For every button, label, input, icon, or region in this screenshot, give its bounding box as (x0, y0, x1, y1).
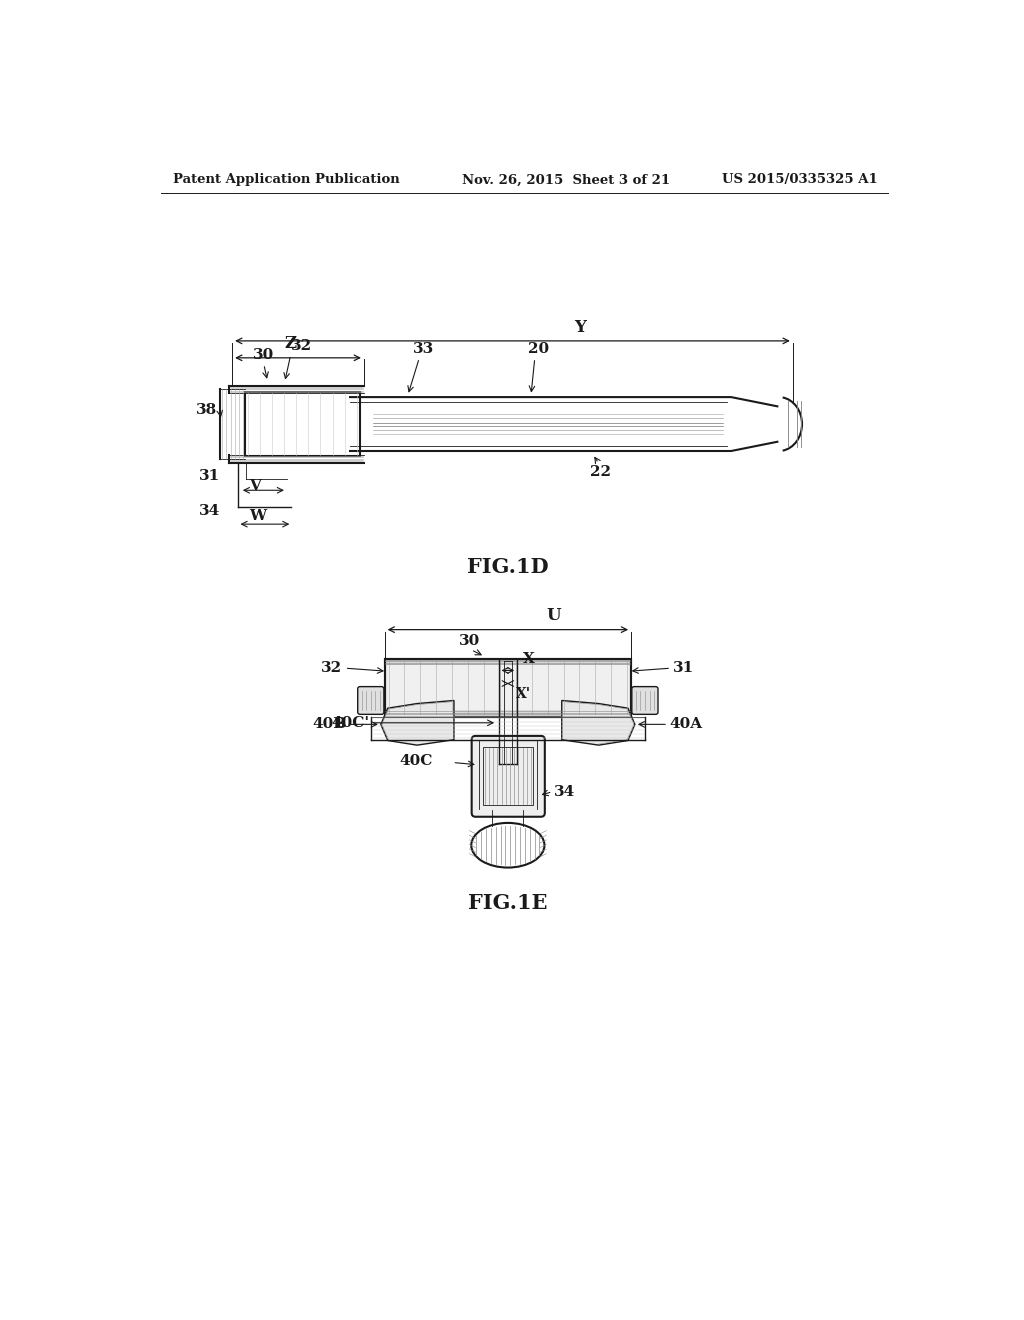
Text: 31: 31 (199, 470, 220, 483)
Text: 40C': 40C' (331, 715, 370, 730)
Polygon shape (562, 701, 635, 744)
Text: U: U (547, 607, 561, 624)
Text: 34: 34 (554, 784, 575, 799)
Text: FIG.1D: FIG.1D (467, 557, 549, 577)
FancyBboxPatch shape (632, 686, 658, 714)
Text: 20: 20 (528, 342, 549, 356)
Text: X': X' (515, 686, 530, 701)
Polygon shape (381, 701, 454, 744)
Bar (385, 710, 631, 717)
Text: 30: 30 (253, 348, 274, 363)
Text: W: W (249, 510, 266, 524)
Bar (385, 659, 631, 717)
Bar (385, 659, 631, 717)
Text: V: V (250, 479, 261, 492)
Text: 32: 32 (322, 661, 342, 675)
Text: 31: 31 (674, 661, 694, 675)
FancyBboxPatch shape (357, 686, 384, 714)
Text: 33: 33 (413, 342, 434, 356)
Text: Z: Z (285, 335, 296, 352)
Text: X: X (523, 652, 536, 665)
FancyBboxPatch shape (472, 737, 545, 817)
Text: Nov. 26, 2015  Sheet 3 of 21: Nov. 26, 2015 Sheet 3 of 21 (462, 173, 670, 186)
Bar (483, 747, 534, 805)
Text: Y: Y (573, 318, 586, 335)
Bar (245, 392, 360, 457)
Text: 34: 34 (199, 504, 220, 517)
Text: US 2015/0335325 A1: US 2015/0335325 A1 (722, 173, 878, 186)
Text: 32: 32 (291, 339, 312, 354)
Text: Patent Application Publication: Patent Application Publication (173, 173, 399, 186)
Bar (385, 659, 631, 665)
Text: FIG.1E: FIG.1E (468, 894, 548, 913)
Text: 40B: 40B (312, 717, 346, 731)
Text: 40A: 40A (670, 717, 702, 731)
Text: 40C: 40C (399, 754, 433, 768)
Text: 38: 38 (197, 403, 217, 417)
Text: 22: 22 (590, 465, 610, 479)
Text: 30: 30 (459, 634, 480, 648)
